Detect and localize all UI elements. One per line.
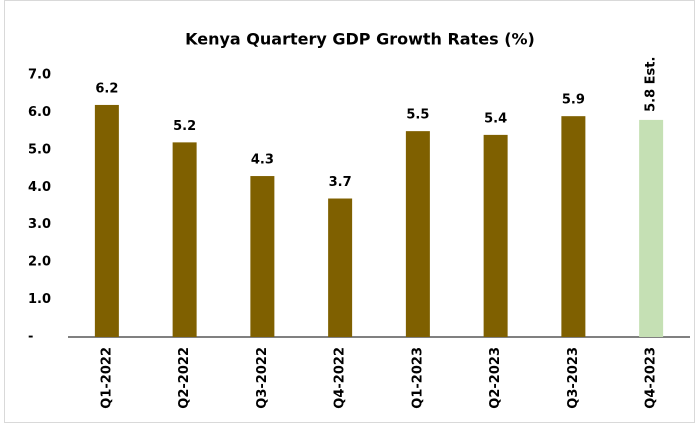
y-tick-label: -: [28, 330, 33, 345]
value-label: 5.8 Est.: [644, 57, 659, 112]
bar: [639, 119, 664, 338]
x-tick-label: Q4-2022: [333, 347, 348, 409]
x-tick-label: Q2-2023: [488, 347, 503, 409]
value-label: 4.3: [251, 153, 274, 168]
value-label: 5.2: [173, 119, 196, 134]
bar: [328, 198, 353, 337]
y-tick-label: 1.0: [28, 292, 51, 307]
bar: [94, 104, 119, 337]
x-tick-label: Q2-2022: [177, 347, 192, 409]
chart-title: Kenya Quartery GDP Growth Rates (%): [185, 30, 535, 49]
value-label: 5.4: [484, 111, 507, 126]
x-tick-label: Q3-2023: [566, 347, 581, 409]
value-label: 6.2: [95, 81, 118, 96]
value-label: 3.7: [329, 175, 352, 190]
x-tick-label: Q1-2022: [99, 347, 114, 409]
bar: [561, 116, 586, 338]
y-tick-label: 3.0: [28, 217, 51, 232]
x-tick-label: Q4-2023: [644, 347, 659, 409]
x-tick-label: Q1-2023: [410, 347, 425, 409]
value-label: 5.9: [562, 93, 585, 108]
bar: [172, 142, 197, 337]
bar: [250, 176, 275, 337]
y-tick-label: 2.0: [28, 255, 51, 270]
y-tick-label: 7.0: [28, 68, 51, 83]
x-tick-label: Q3-2022: [255, 347, 270, 409]
bar: [405, 131, 430, 337]
y-tick-label: 4.0: [28, 180, 51, 195]
y-tick-label: 5.0: [28, 142, 51, 157]
bar: [483, 134, 508, 337]
y-tick-label: 6.0: [28, 105, 51, 120]
value-label: 5.5: [406, 108, 429, 123]
